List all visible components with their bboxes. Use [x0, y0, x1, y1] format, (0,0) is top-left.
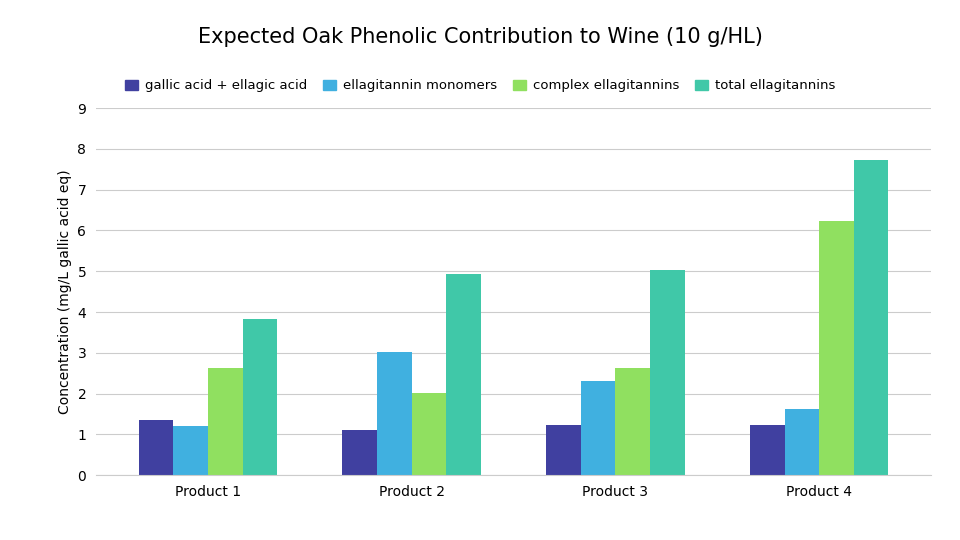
- Bar: [784, 409, 819, 475]
- Bar: [819, 221, 853, 475]
- Legend: gallic acid + ellagic acid, ellagitannin monomers, complex ellagitannins, total : gallic acid + ellagic acid, ellagitannin…: [120, 74, 840, 98]
- Bar: [174, 426, 208, 475]
- Bar: [208, 368, 243, 475]
- Bar: [650, 271, 684, 475]
- Bar: [377, 352, 412, 475]
- Bar: [139, 420, 174, 475]
- Y-axis label: Concentration (mg/L gallic acid eq): Concentration (mg/L gallic acid eq): [58, 169, 72, 414]
- Bar: [546, 426, 581, 475]
- Bar: [343, 430, 377, 475]
- Bar: [412, 393, 446, 475]
- Text: Expected Oak Phenolic Contribution to Wine (10 g/HL): Expected Oak Phenolic Contribution to Wi…: [198, 27, 762, 47]
- Bar: [615, 368, 650, 475]
- Bar: [853, 160, 888, 475]
- Bar: [750, 426, 784, 475]
- Bar: [243, 319, 277, 475]
- Bar: [581, 381, 615, 475]
- Bar: [446, 274, 481, 475]
